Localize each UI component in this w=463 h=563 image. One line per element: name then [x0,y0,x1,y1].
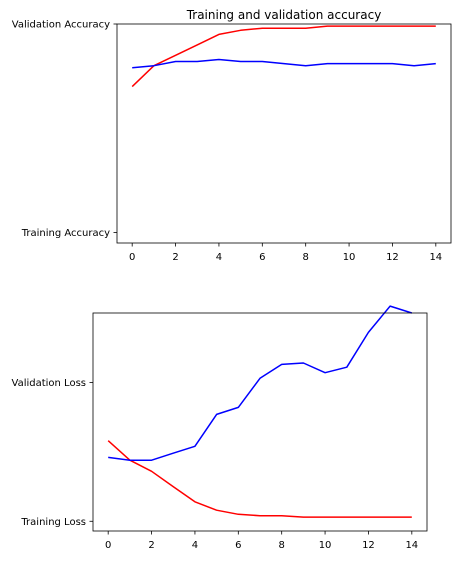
loss-x-tick-label: 8 [279,540,285,551]
accuracy-x-tick-label: 6 [259,252,265,263]
accuracy-axes-frame [116,23,452,244]
loss-x-tick-label: 14 [405,540,418,551]
loss-x-tick-label: 2 [148,540,154,551]
loss-y-tick-label: Training Loss [20,517,86,528]
accuracy-series-line-0 [131,25,436,88]
accuracy-chart-title: Training and validation accuracy [186,8,382,22]
accuracy-x-tick-label: 10 [343,252,356,263]
loss-x-tick-label: 0 [105,540,111,551]
accuracy-y-tick-label: Training Accuracy [21,228,110,239]
loss-series-line-0 [107,440,412,518]
loss-y-tick-label: Validation Loss [12,378,87,389]
loss-axes-frame [92,312,428,532]
loss-x-tick-label: 6 [235,540,241,551]
loss-chart: 0 2 4 6 8 10 12 14 Training Loss Validation Loss [12,305,428,551]
loss-x-tick-label: 12 [362,540,375,551]
accuracy-x-tick-label: 14 [429,252,442,263]
accuracy-series-line-1 [132,58,436,69]
accuracy-x-tick-label: 4 [216,252,222,263]
loss-x-tick-label: 4 [192,540,198,551]
accuracy-chart: Training and validation accuracy 0 2 4 6 8 10 1… [12,8,452,263]
accuracy-x-tick-label: 0 [129,252,135,263]
accuracy-x-tick-label: 2 [172,252,178,263]
loss-series-line-1 [108,305,413,461]
loss-x-tick-label: 10 [319,540,332,551]
accuracy-x-tick-label: 8 [303,252,309,263]
accuracy-y-tick-label: Validation Accuracy [12,20,110,31]
accuracy-x-tick-label: 12 [386,252,399,263]
